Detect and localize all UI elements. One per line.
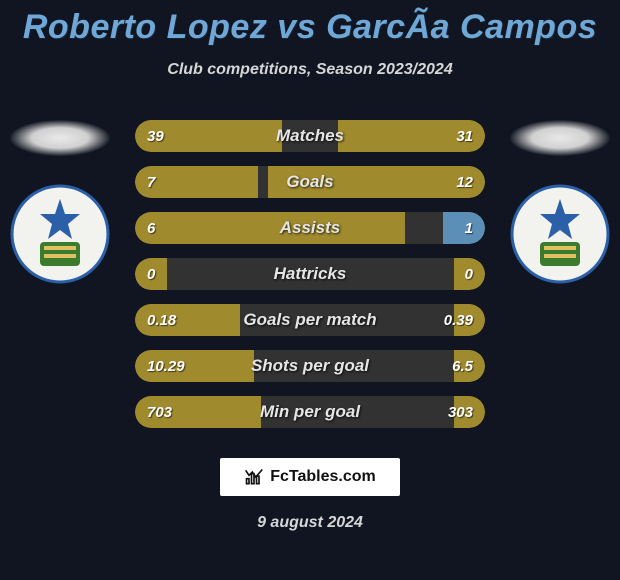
player1-badge [10,120,110,320]
vs-text: vs [277,8,316,46]
player2-name: GarcÃa Campos [326,8,597,46]
stat-row: 3931Matches [135,120,485,152]
player1-name: Roberto Lopez [23,8,267,46]
header: Roberto Lopez vs GarcÃa Campos Club comp… [0,0,620,79]
stat-value-left: 7 [135,166,167,198]
stat-value-right: 31 [444,120,485,152]
stat-value-left: 6 [135,212,167,244]
stat-value-left: 703 [135,396,184,428]
brand-text: FcTables.com [270,468,376,486]
badge-halo [10,120,110,156]
stat-value-right: 0.39 [432,304,485,336]
stat-row: 712Goals [135,166,485,198]
stat-row: 0.180.39Goals per match [135,304,485,336]
stat-row: 61Assists [135,212,485,244]
stat-row: 00Hattricks [135,258,485,290]
stat-value-left: 0.18 [135,304,188,336]
stat-value-left: 39 [135,120,176,152]
chart-icon [244,467,264,487]
stat-value-right: 6.5 [440,350,485,382]
footer-date: 9 august 2024 [0,514,620,532]
crest-icon [510,184,610,284]
brand-logo: FcTables.com [220,458,400,496]
stat-value-right: 1 [453,212,485,244]
badge-halo [510,120,610,156]
stat-value-right: 0 [453,258,485,290]
club-crest-left [10,184,110,284]
stat-row: 703303Min per goal [135,396,485,428]
crest-icon [10,184,110,284]
bar-fill-left [135,212,405,244]
page-title: Roberto Lopez vs GarcÃa Campos [0,8,620,47]
stat-value-right: 12 [444,166,485,198]
stat-value-right: 303 [436,396,485,428]
comparison-bars: 3931Matches712Goals61Assists00Hattricks0… [135,120,485,442]
stat-value-left: 0 [135,258,167,290]
stat-value-left: 10.29 [135,350,197,382]
club-crest-right [510,184,610,284]
player2-badge [510,120,610,320]
stat-row: 10.296.5Shots per goal [135,350,485,382]
subtitle: Club competitions, Season 2023/2024 [0,61,620,79]
